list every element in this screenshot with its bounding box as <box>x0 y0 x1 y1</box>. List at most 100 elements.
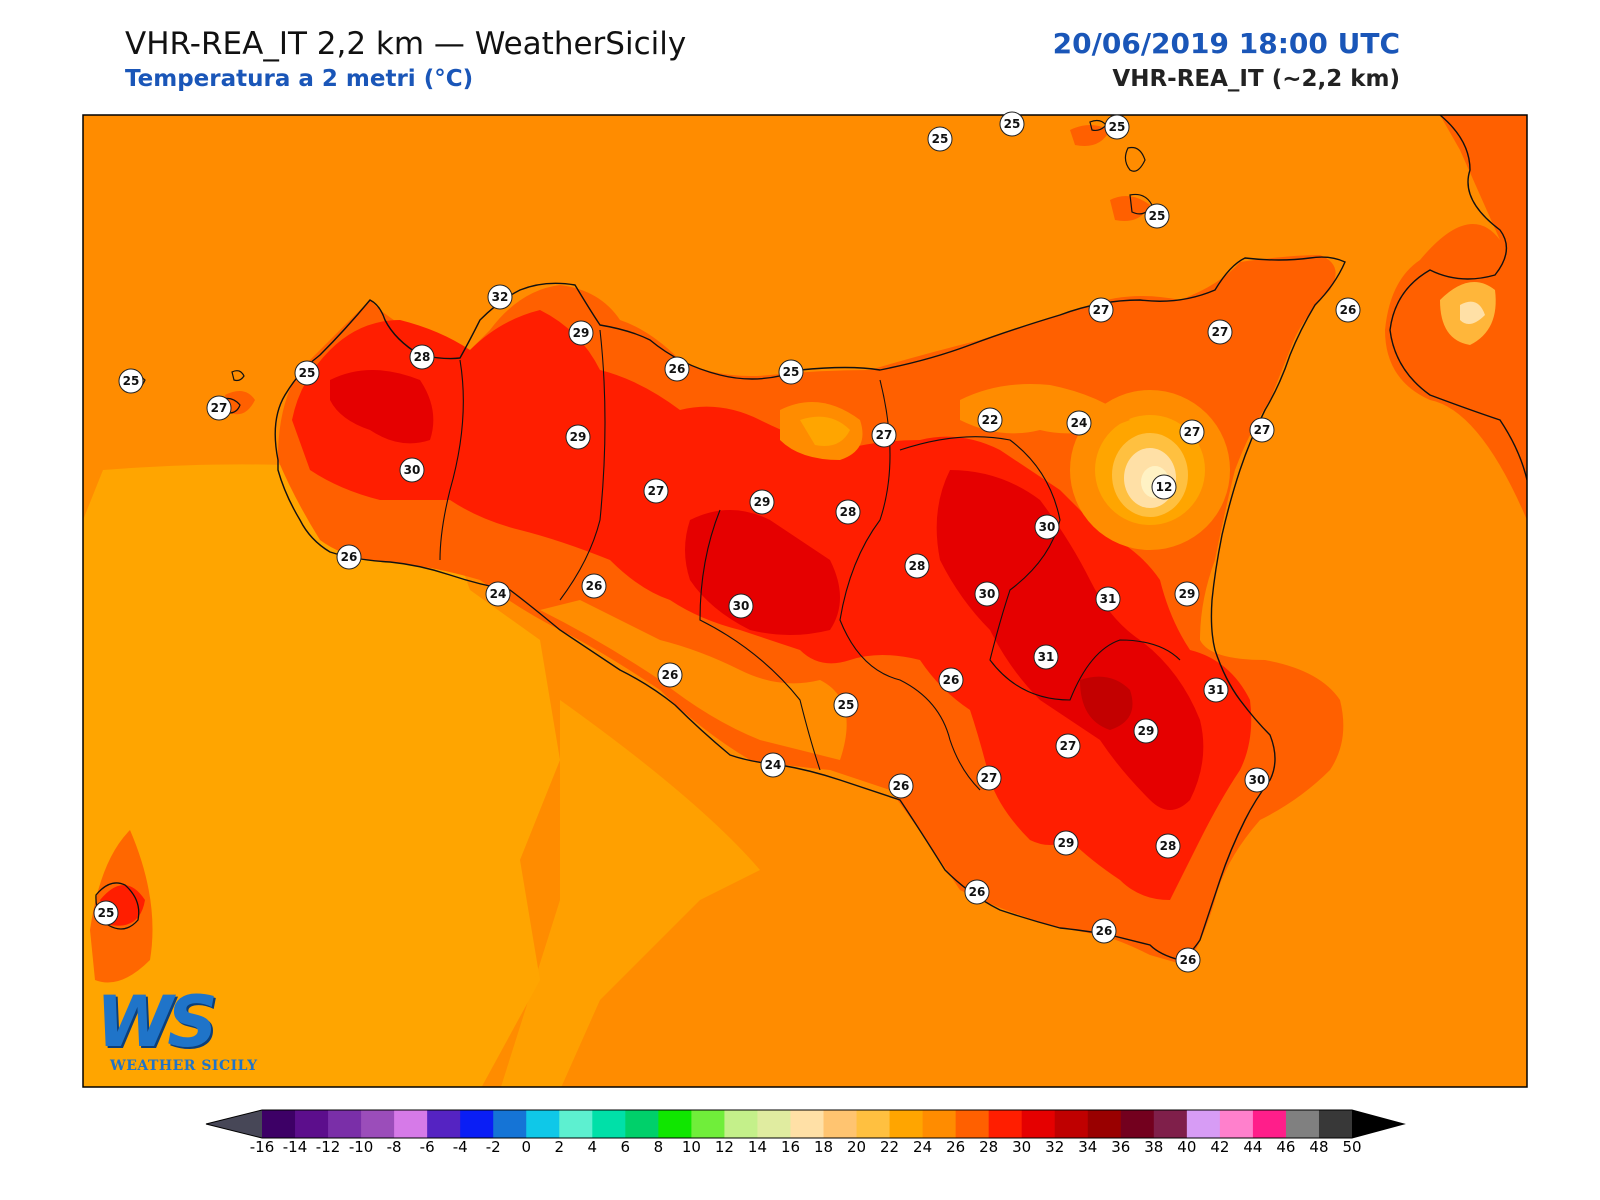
station-circle <box>1175 947 1201 973</box>
logo-name: WEATHER SICILY <box>110 1058 258 1074</box>
station-value: 25 <box>1109 120 1126 134</box>
colorbar-cell <box>955 1110 990 1138</box>
colorbar-tick-label: 24 <box>913 1138 932 1156</box>
station-circle <box>487 284 513 310</box>
station-circle <box>1174 581 1200 607</box>
station-circle <box>974 581 1000 607</box>
station-value: 29 <box>570 430 587 444</box>
station-marker: 31 <box>1095 586 1121 612</box>
station-circle <box>1203 677 1229 703</box>
map-border <box>82 114 1528 1088</box>
colorbar-tick-label: 28 <box>979 1138 998 1156</box>
station-circle <box>1335 297 1361 323</box>
station-circle <box>888 773 914 799</box>
station-marker: 28 <box>904 553 930 579</box>
colorbar-tick-label: 32 <box>1045 1138 1064 1156</box>
station-marker: 25 <box>93 900 119 926</box>
colorbar-tick-label: 50 <box>1342 1138 1361 1156</box>
station-marker: 28 <box>409 344 435 370</box>
station-value: 27 <box>981 771 998 785</box>
station-circle <box>1133 718 1159 744</box>
station-circle <box>485 581 511 607</box>
station-circle <box>206 395 232 421</box>
station-value: 25 <box>1149 209 1166 223</box>
colorbar-cell <box>625 1110 659 1138</box>
station-circle <box>760 752 786 778</box>
station-marker: 26 <box>964 879 990 905</box>
colorbar-tick-label: 40 <box>1177 1138 1196 1156</box>
station-value: 31 <box>1038 650 1055 664</box>
colorbar-tick-label: 36 <box>1111 1138 1130 1156</box>
station-value: 28 <box>840 505 857 519</box>
station-marker: 30 <box>1034 514 1060 540</box>
station-marker: 29 <box>749 489 775 515</box>
station-marker: 30 <box>399 457 425 483</box>
colorbar-max-arrow <box>1352 1110 1404 1138</box>
very-hot-west <box>330 370 434 444</box>
station-value: 30 <box>733 599 750 613</box>
station-circle <box>568 320 594 346</box>
station-value: 29 <box>1058 836 1075 850</box>
station-circle <box>927 126 953 152</box>
station-value: 27 <box>876 428 893 442</box>
colorbar-cell <box>988 1110 1023 1138</box>
station-value: 24 <box>1071 416 1088 430</box>
station-marker: 25 <box>294 360 320 386</box>
colorbar-cell <box>427 1110 461 1138</box>
station-marker: 31 <box>1203 677 1229 703</box>
station-marker: 26 <box>1335 297 1361 323</box>
colorbar-cell <box>1153 1110 1188 1138</box>
valid-date: 20/06/2019 18:00 UTC <box>1052 27 1400 60</box>
colorbar-tick-label: 48 <box>1309 1138 1328 1156</box>
station-circle <box>1179 419 1205 445</box>
station-circle <box>399 457 425 483</box>
station-value: 26 <box>341 550 358 564</box>
station-marker: 24 <box>1066 410 1092 436</box>
station-circle <box>565 424 591 450</box>
station-value: 26 <box>969 885 986 899</box>
station-marker: 26 <box>1091 918 1117 944</box>
station-marker: 30 <box>974 581 1000 607</box>
station-value: 25 <box>838 698 855 712</box>
station-value: 30 <box>404 463 421 477</box>
southern-sea-cool-2 <box>500 700 760 1087</box>
colorbar-tick-label: 34 <box>1078 1138 1097 1156</box>
station-circle <box>749 489 775 515</box>
colorbar-tick-label: 0 <box>521 1138 531 1156</box>
station-value: 27 <box>1060 739 1077 753</box>
colorbar-cell <box>1219 1110 1254 1138</box>
station-marker: 12 <box>1151 474 1177 500</box>
station-marker: 27 <box>1088 297 1114 323</box>
station-value: 29 <box>1179 587 1196 601</box>
station-circle <box>657 662 683 688</box>
colorbar-tick-label: -4 <box>453 1138 468 1156</box>
south-coast-cool <box>540 600 847 760</box>
colorbar-tick-label: -16 <box>250 1138 275 1156</box>
station-value: 27 <box>648 484 665 498</box>
station-value: 28 <box>909 559 926 573</box>
station-marker: 25 <box>118 368 144 394</box>
station-marker: 26 <box>938 667 964 693</box>
header-left: VHR-REA_IT 2,2 km — WeatherSicily Temper… <box>125 24 686 94</box>
colorbar-cell <box>1252 1110 1287 1138</box>
colorbar-cell <box>1318 1110 1353 1138</box>
colorbar-tick-label: 20 <box>847 1138 866 1156</box>
station-marker: 32 <box>487 284 513 310</box>
station-circle <box>999 111 1025 137</box>
colorbar-cell <box>856 1110 891 1138</box>
station-marker: 31 <box>1033 644 1059 670</box>
station-marker: 25 <box>778 359 804 385</box>
station-circle <box>664 356 690 382</box>
colorbar-tick-label: 8 <box>654 1138 664 1156</box>
colorbar-cell <box>394 1110 428 1138</box>
colorbar-outline <box>205 1109 1406 1139</box>
colorbar-cell <box>526 1110 560 1138</box>
station-marker: 27 <box>1207 319 1233 345</box>
colorbar-cell <box>559 1110 593 1138</box>
colorbar-cell <box>823 1110 858 1138</box>
station-marker: 27 <box>1179 419 1205 445</box>
colorbar-cell <box>328 1110 362 1138</box>
colorbar-tick-label: -10 <box>349 1138 374 1156</box>
colorbar-cell <box>361 1110 395 1138</box>
colorbar-cell <box>493 1110 527 1138</box>
